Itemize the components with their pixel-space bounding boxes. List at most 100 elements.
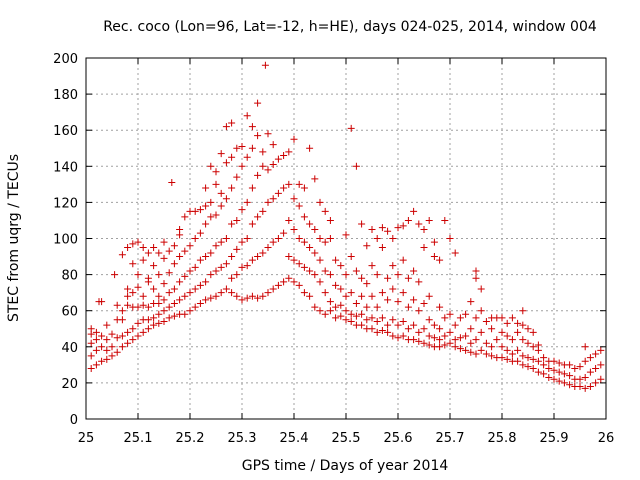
data-point bbox=[222, 195, 230, 203]
data-point bbox=[311, 225, 319, 233]
data-point bbox=[404, 274, 412, 282]
data-point bbox=[534, 341, 542, 349]
data-point bbox=[155, 299, 163, 307]
data-point bbox=[285, 274, 293, 282]
data-point bbox=[311, 249, 319, 257]
data-point bbox=[103, 355, 111, 363]
data-point bbox=[514, 319, 522, 327]
y-tick-label: 40 bbox=[61, 341, 78, 356]
data-point bbox=[259, 148, 267, 156]
data-point bbox=[264, 166, 272, 174]
data-point bbox=[191, 303, 199, 311]
data-point bbox=[368, 314, 376, 322]
y-tick-label: 20 bbox=[61, 377, 78, 392]
data-point bbox=[399, 332, 407, 340]
data-point bbox=[363, 242, 371, 250]
data-point bbox=[586, 368, 594, 376]
data-point bbox=[113, 301, 121, 309]
data-point bbox=[113, 334, 121, 342]
y-tick-label: 120 bbox=[53, 196, 78, 211]
data-point bbox=[243, 198, 251, 206]
data-point bbox=[352, 162, 360, 170]
data-point bbox=[560, 379, 568, 387]
data-point bbox=[342, 292, 350, 300]
data-point bbox=[342, 307, 350, 315]
data-point bbox=[259, 207, 267, 215]
data-point bbox=[316, 235, 324, 242]
data-point bbox=[394, 271, 402, 279]
data-point bbox=[597, 375, 605, 383]
y-tick-label: 60 bbox=[61, 305, 78, 320]
data-point bbox=[430, 321, 438, 329]
data-point bbox=[222, 285, 230, 293]
data-point bbox=[196, 256, 204, 264]
data-point bbox=[524, 339, 532, 347]
data-point bbox=[529, 364, 537, 372]
data-point bbox=[592, 379, 600, 387]
data-point bbox=[196, 229, 204, 237]
chart-title: Rec. coco (Lon=96, Lat=-12, h=HE), days … bbox=[103, 19, 597, 35]
x-tick-label: 25.1 bbox=[124, 431, 153, 446]
data-point bbox=[191, 235, 199, 242]
data-point bbox=[139, 328, 147, 336]
data-point bbox=[139, 256, 147, 264]
data-point bbox=[160, 254, 168, 262]
data-point bbox=[108, 352, 116, 360]
data-point bbox=[212, 168, 220, 176]
data-point bbox=[280, 184, 288, 192]
data-point bbox=[566, 381, 574, 389]
data-point bbox=[378, 224, 386, 232]
data-point bbox=[581, 373, 589, 381]
data-point bbox=[92, 361, 100, 369]
data-point bbox=[274, 189, 282, 197]
data-point bbox=[202, 278, 210, 286]
data-point bbox=[425, 292, 433, 300]
data-point bbox=[217, 289, 225, 297]
data-point bbox=[540, 370, 548, 378]
data-point bbox=[482, 339, 490, 347]
data-point bbox=[326, 271, 334, 279]
data-point bbox=[150, 244, 158, 252]
data-point bbox=[222, 260, 230, 268]
data-point bbox=[181, 272, 189, 280]
data-point bbox=[482, 318, 490, 326]
data-point bbox=[446, 339, 454, 347]
data-point bbox=[118, 307, 126, 315]
data-point bbox=[129, 336, 137, 344]
data-point bbox=[191, 285, 199, 293]
data-point bbox=[217, 238, 225, 246]
data-point bbox=[129, 289, 137, 297]
data-point bbox=[368, 292, 376, 300]
data-point bbox=[228, 253, 236, 261]
data-point bbox=[285, 253, 293, 261]
data-point bbox=[519, 361, 527, 369]
data-point bbox=[196, 299, 204, 307]
data-point bbox=[139, 244, 147, 252]
data-point bbox=[498, 343, 506, 351]
data-point bbox=[498, 328, 506, 336]
data-point bbox=[129, 325, 137, 333]
data-point bbox=[524, 325, 532, 333]
data-point bbox=[129, 240, 137, 248]
data-point bbox=[415, 220, 423, 228]
data-point bbox=[389, 262, 397, 270]
data-point bbox=[181, 213, 189, 221]
data-point bbox=[467, 298, 475, 306]
data-point bbox=[243, 112, 251, 120]
data-point bbox=[238, 142, 246, 150]
data-point bbox=[212, 267, 220, 275]
data-point bbox=[451, 321, 459, 329]
data-point bbox=[342, 231, 350, 239]
data-point bbox=[488, 352, 496, 360]
data-point bbox=[462, 346, 470, 354]
data-point bbox=[326, 235, 334, 242]
data-point bbox=[129, 260, 137, 268]
data-point bbox=[217, 150, 225, 158]
data-point bbox=[368, 325, 376, 333]
data-point bbox=[389, 285, 397, 293]
data-point bbox=[160, 307, 168, 315]
data-point bbox=[472, 350, 480, 358]
data-point bbox=[430, 334, 438, 342]
data-point bbox=[238, 206, 246, 214]
data-point bbox=[243, 235, 251, 242]
